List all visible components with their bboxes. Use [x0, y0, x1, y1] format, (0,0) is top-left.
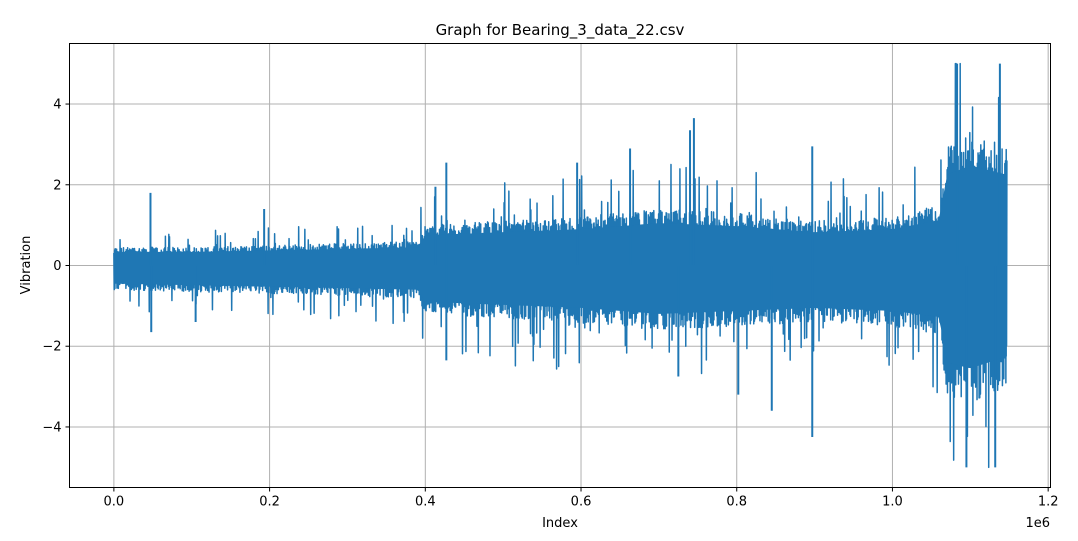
y-tick-label: 0: [53, 259, 61, 274]
x-tick-label: 0.0: [104, 495, 125, 510]
x-axis-label: Index: [542, 516, 578, 531]
x-axis-offset-label: 1e6: [1025, 516, 1050, 531]
y-tick-label: −2: [42, 340, 61, 355]
signal-core-band: [113, 165, 1007, 369]
plot-area: [113, 62, 1008, 469]
x-tick-label: 0.2: [259, 495, 280, 510]
y-axis-ticks: −4 −2 0 2 4: [42, 98, 70, 435]
x-tick-label: 0.8: [726, 495, 747, 510]
x-tick-label: 1.0: [882, 495, 903, 510]
x-tick-label: 0.4: [415, 495, 436, 510]
x-tick-label: 1.2: [1038, 495, 1059, 510]
y-axis-label: Vibration: [19, 236, 34, 295]
chart-title: Graph for Bearing_3_data_22.csv: [436, 21, 685, 40]
y-tick-label: 4: [53, 98, 61, 113]
x-axis-ticks: 0.0 0.2 0.4 0.6 0.8 1.0 1.2: [104, 487, 1059, 510]
x-tick-label: 0.6: [571, 495, 592, 510]
y-tick-label: 2: [53, 178, 61, 193]
y-tick-label: −4: [42, 420, 61, 435]
